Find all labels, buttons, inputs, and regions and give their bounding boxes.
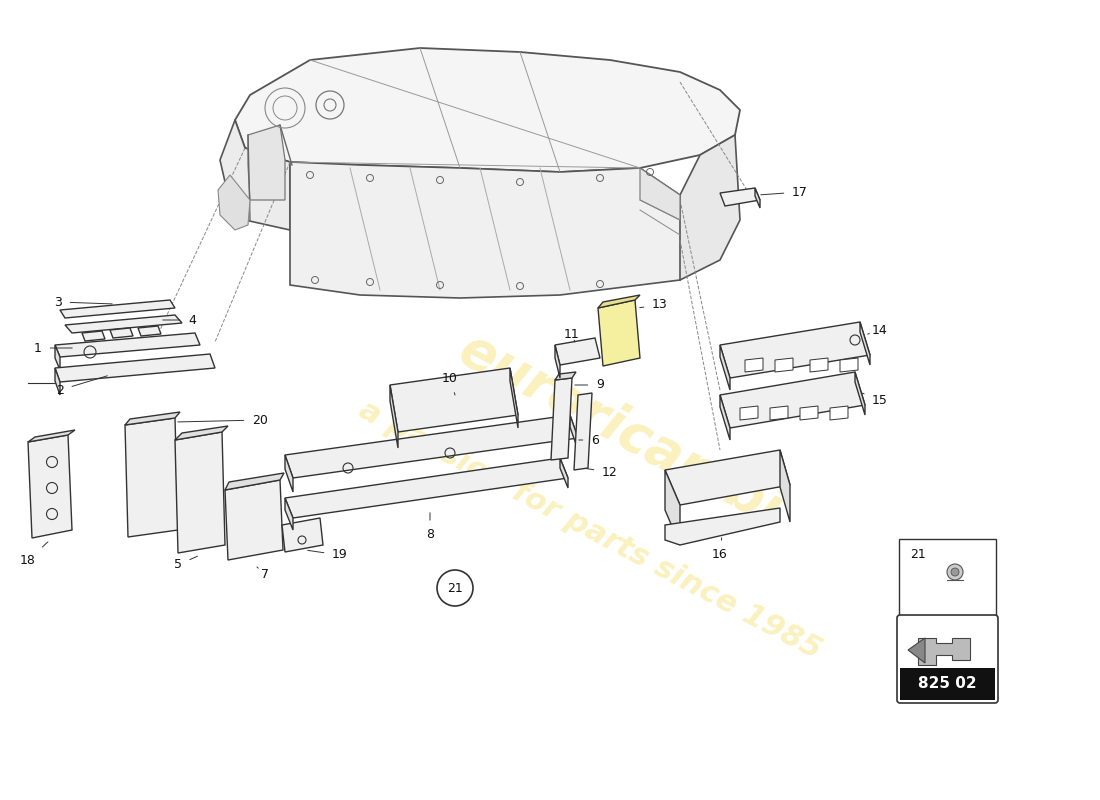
Polygon shape [290,162,680,298]
Polygon shape [640,135,740,280]
Polygon shape [720,322,870,378]
Polygon shape [755,188,760,208]
Polygon shape [218,175,250,230]
Polygon shape [28,430,75,442]
Polygon shape [125,412,180,425]
Polygon shape [110,328,133,338]
Circle shape [947,564,962,580]
Polygon shape [510,368,518,428]
Polygon shape [28,435,72,538]
Text: 18: 18 [20,542,48,566]
Polygon shape [556,338,600,365]
Polygon shape [598,300,640,366]
Text: 16: 16 [712,538,728,562]
Text: euroricambi: euroricambi [450,323,790,537]
Polygon shape [235,48,740,172]
Polygon shape [55,368,60,395]
Text: 8: 8 [426,513,434,542]
Polygon shape [720,395,730,440]
Text: 11: 11 [564,329,580,342]
Text: 5: 5 [174,556,198,571]
Polygon shape [720,188,760,206]
Circle shape [952,568,959,576]
Polygon shape [248,125,285,200]
Polygon shape [740,406,758,420]
Polygon shape [390,385,398,448]
Text: 20: 20 [178,414,268,426]
Polygon shape [55,333,200,357]
Text: 15: 15 [862,393,888,406]
Polygon shape [800,406,818,420]
Polygon shape [285,458,568,518]
Polygon shape [908,638,925,663]
Polygon shape [175,432,226,553]
Text: 825 02: 825 02 [917,677,977,691]
Polygon shape [776,358,793,372]
Text: 21: 21 [910,549,926,562]
Text: a passion for parts since 1985: a passion for parts since 1985 [354,395,826,665]
Polygon shape [65,315,182,333]
Polygon shape [282,518,323,552]
Polygon shape [745,358,763,372]
Polygon shape [860,322,870,365]
Polygon shape [556,345,560,378]
Polygon shape [720,372,865,428]
Polygon shape [556,372,576,380]
Text: 1: 1 [34,342,73,354]
Polygon shape [285,415,578,478]
Polygon shape [574,393,592,470]
Text: 3: 3 [54,295,112,309]
Polygon shape [226,473,284,490]
Polygon shape [830,406,848,420]
FancyBboxPatch shape [899,539,996,616]
Text: 13: 13 [640,298,668,311]
Text: 2: 2 [56,376,108,397]
Text: 14: 14 [868,323,888,337]
Polygon shape [60,300,175,318]
Text: 19: 19 [308,549,348,562]
Polygon shape [560,458,568,488]
Polygon shape [770,406,788,420]
Text: 12: 12 [585,466,618,478]
Polygon shape [551,378,572,460]
Text: 17: 17 [761,186,807,198]
Text: 7: 7 [257,567,270,582]
Text: 4: 4 [163,314,196,326]
Polygon shape [125,418,178,537]
Polygon shape [220,120,290,230]
Polygon shape [855,372,865,415]
Polygon shape [640,168,680,220]
Polygon shape [175,426,228,440]
FancyBboxPatch shape [900,668,996,700]
Text: 6: 6 [579,434,598,446]
Polygon shape [82,331,104,341]
Text: 10: 10 [442,371,458,395]
Text: 9: 9 [575,378,604,391]
Polygon shape [666,508,780,545]
Polygon shape [720,345,730,390]
Polygon shape [918,638,970,665]
Text: 21: 21 [447,582,463,594]
Polygon shape [598,295,640,308]
Polygon shape [285,498,293,530]
Polygon shape [666,450,790,505]
Polygon shape [390,368,518,432]
Polygon shape [570,415,578,450]
Polygon shape [285,455,293,492]
Polygon shape [840,358,858,372]
Polygon shape [810,358,828,372]
Polygon shape [780,450,790,522]
Polygon shape [226,480,283,560]
Polygon shape [55,354,215,382]
Polygon shape [666,470,680,545]
Polygon shape [138,326,161,336]
FancyBboxPatch shape [896,615,998,703]
Polygon shape [55,345,60,370]
